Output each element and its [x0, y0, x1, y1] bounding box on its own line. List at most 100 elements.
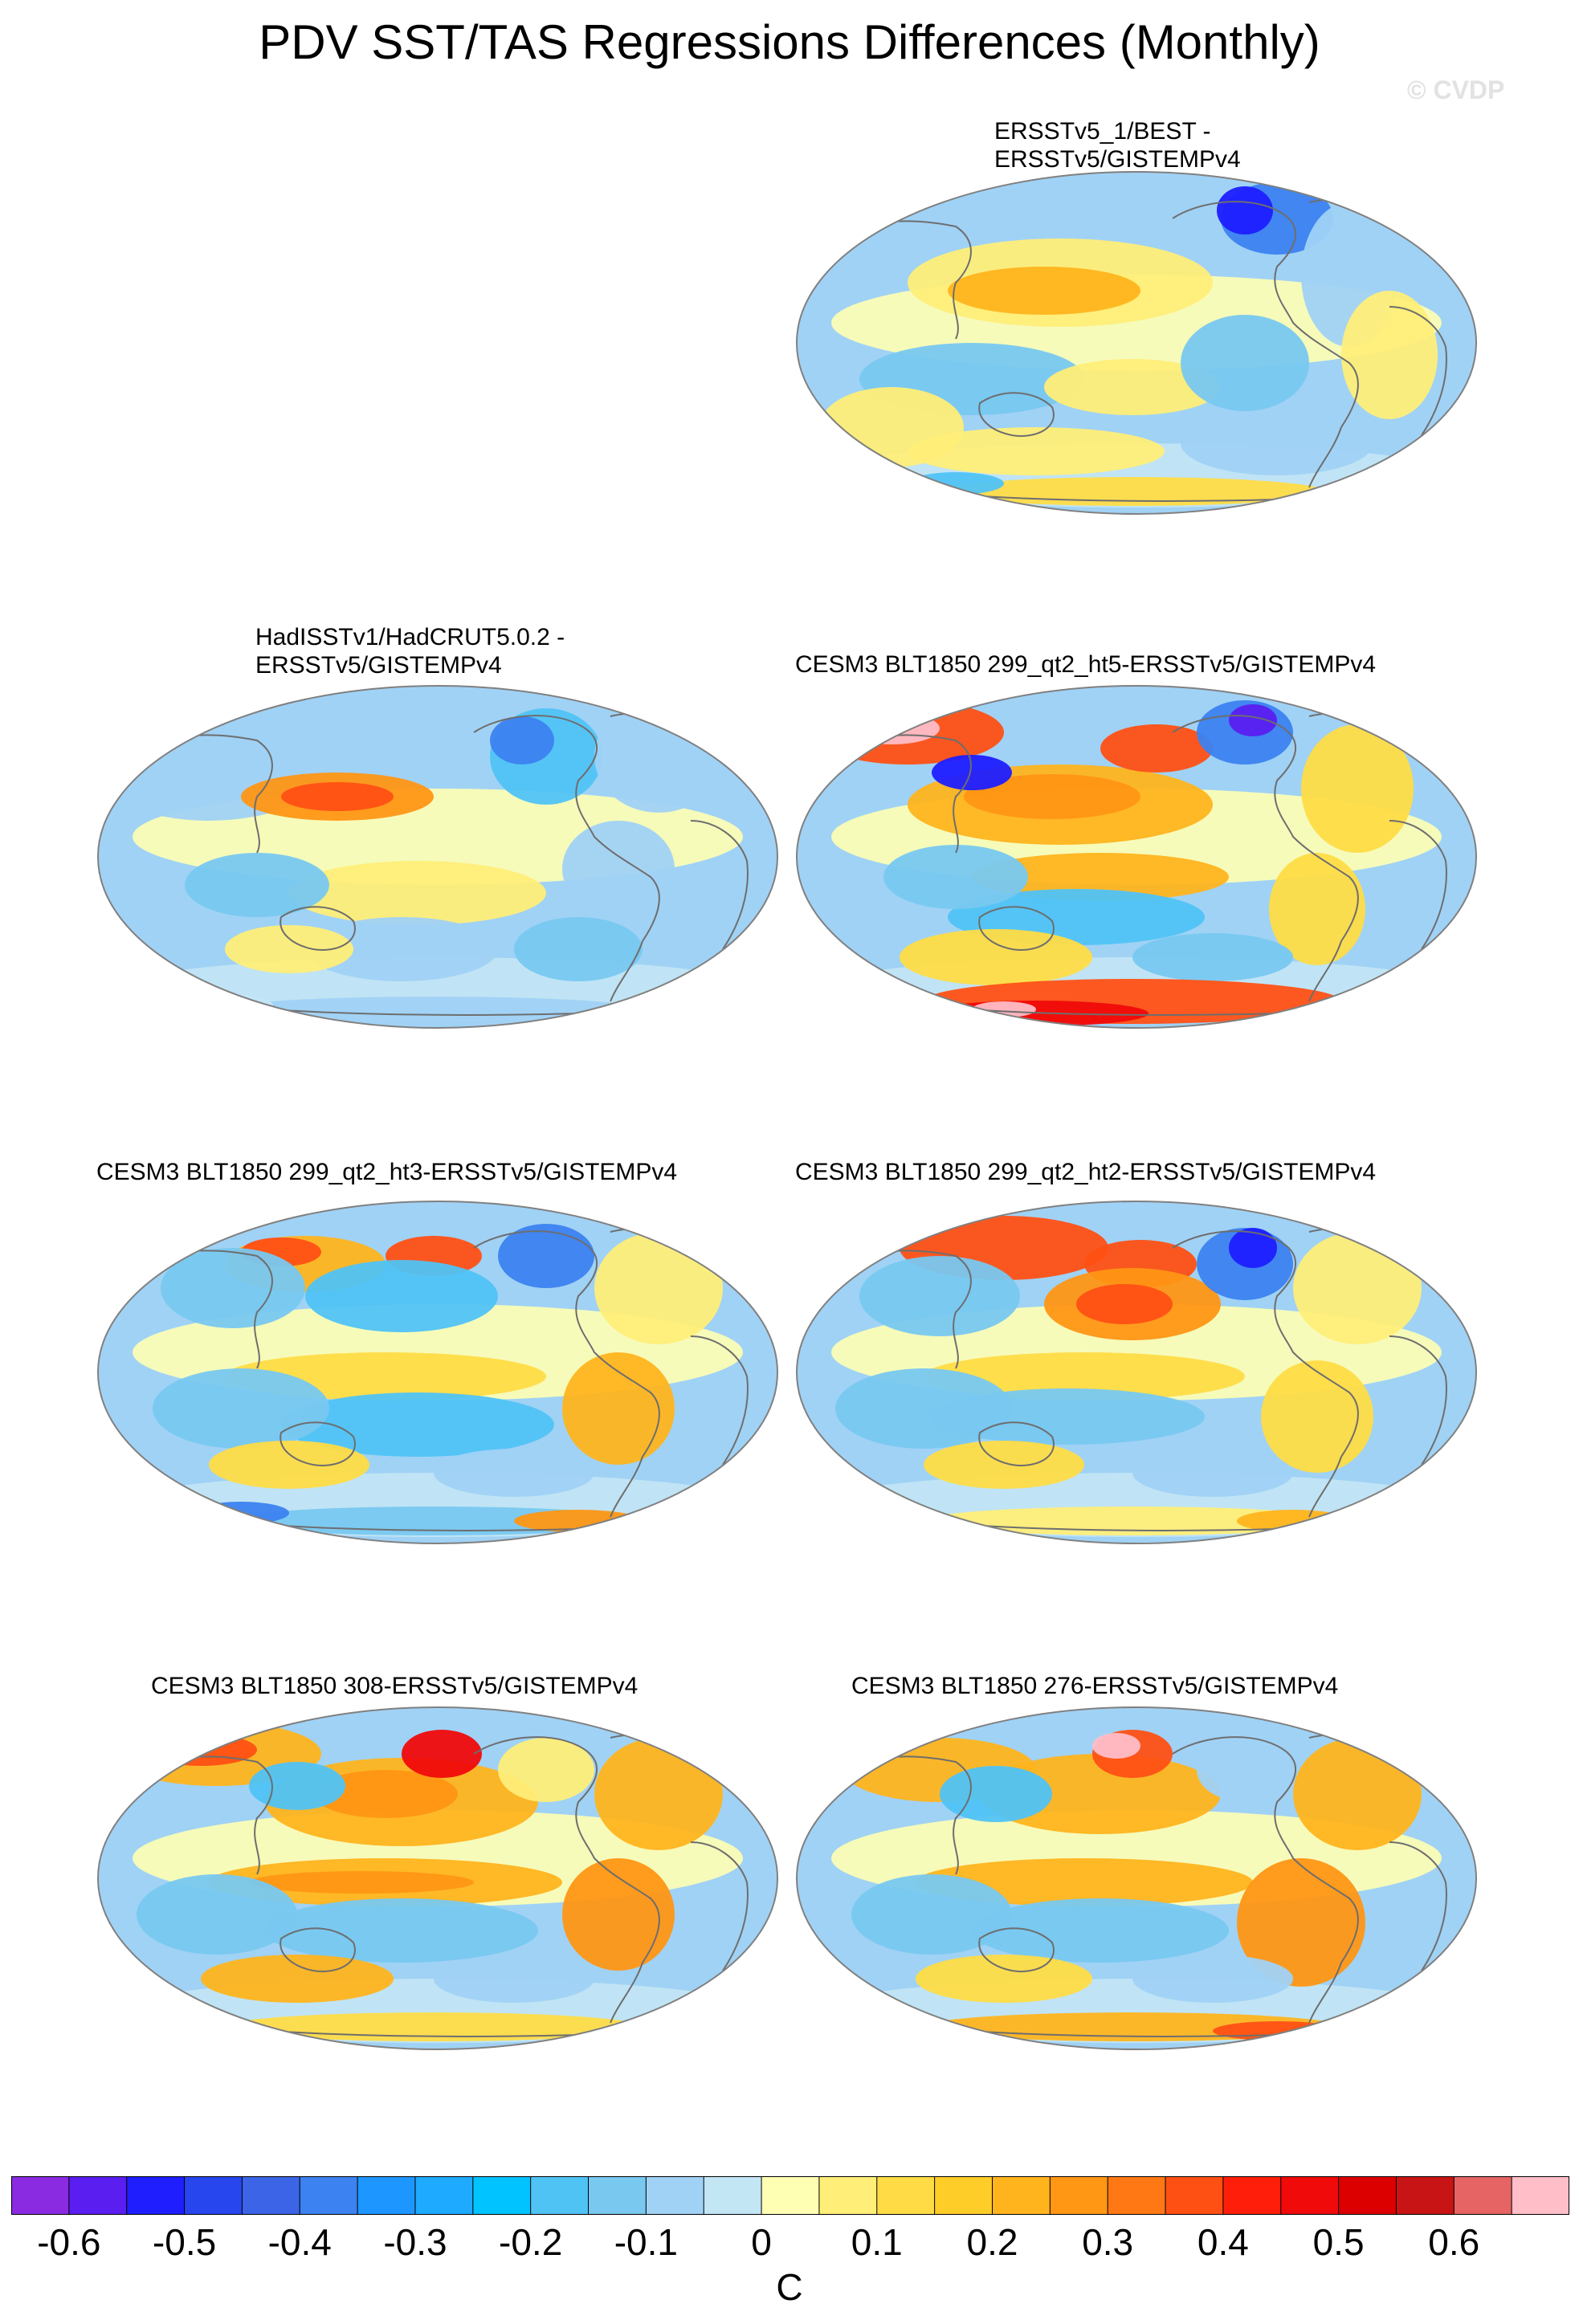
colorbar-swatch [126, 2176, 186, 2215]
anomaly-region [916, 1955, 1092, 2003]
anomaly-region [1237, 1858, 1365, 1987]
anomaly-region [843, 712, 940, 744]
anomaly-region [177, 994, 273, 1017]
colorbar-swatch [241, 2176, 301, 2215]
panel-label-obs2: HadISSTv1/HadCRUT5.0.2 - ERSSTv5/GISTEMP… [255, 624, 565, 679]
colorbar-swatch [1280, 2176, 1340, 2215]
map-border [796, 685, 1477, 1029]
anomaly-region [972, 1898, 1229, 1963]
anomaly-region [1301, 724, 1414, 853]
anomaly-region [434, 1955, 594, 2003]
anomaly-region [1261, 1360, 1373, 1473]
coastline [690, 1335, 749, 1466]
colorbar-tick-label: -0.2 [499, 2221, 563, 2263]
anomaly-region [193, 1502, 289, 1524]
anomaly-region [594, 1232, 723, 1344]
anomaly-region [281, 782, 394, 811]
colorbar-tick-label: -0.5 [152, 2221, 217, 2263]
map-border [97, 1706, 778, 2050]
colorbar-swatch [1165, 2176, 1224, 2215]
coastline [1172, 1736, 1359, 2024]
colorbar-swatch [991, 2176, 1051, 2215]
anomaly-region [940, 1766, 1052, 1822]
coastline [690, 820, 749, 950]
anomaly-region [980, 1754, 1221, 1834]
map-border [796, 1201, 1477, 1544]
anomaly-region [1132, 933, 1293, 981]
anomaly-region [972, 853, 1229, 901]
figure-title: PDV SST/TAS Regressions Differences (Mon… [259, 15, 1320, 69]
panel-label-m308: CESM3 BLT1850 308-ERSSTv5/GISTEMPv4 [151, 1673, 639, 1699]
colorbar-swatch [1107, 2176, 1167, 2215]
map-panel-m276 [796, 1706, 1477, 2050]
anomaly-region [562, 1858, 675, 1971]
anomaly-region [1293, 1738, 1422, 1850]
map-border [97, 685, 778, 1029]
map-panel-obs1 [796, 171, 1477, 515]
colorbar-swatch [472, 2176, 532, 2215]
colorbar-tick-label: 0.6 [1428, 2221, 1480, 2263]
anomaly-region [594, 1738, 723, 1850]
coastline [1389, 306, 1447, 436]
colorbar-swatch [588, 2176, 647, 2215]
map-panel-m308 [97, 1706, 778, 2050]
anomaly-region [1197, 1738, 1293, 1802]
colorbar-tick-label: -0.6 [37, 2221, 101, 2263]
coastline [978, 906, 1055, 951]
colorbar-swatch [530, 2176, 590, 2215]
map-border [97, 1201, 778, 1544]
coastline [1172, 201, 1359, 488]
panel-label-m276: CESM3 BLT1850 276-ERSSTv5/GISTEMPv4 [851, 1673, 1339, 1699]
anomaly-region [900, 929, 1092, 985]
panel-label-obs1: ERSSTv5_1/BEST - ERSSTv5/GISTEMPv4 [994, 118, 1241, 173]
coastline [473, 715, 660, 1002]
coastline [1172, 715, 1359, 1002]
colorbar-swatch [934, 2176, 994, 2215]
anomaly-region [185, 853, 329, 917]
panel-label-ht2: CESM3 BLT1850 299_qt2_ht2-ERSSTv5/GISTEM… [795, 1159, 1377, 1185]
anomaly-region [1181, 315, 1309, 411]
anomaly-region [1076, 1284, 1173, 1324]
anomaly-region [1229, 704, 1277, 736]
coastline [690, 1841, 749, 1971]
anomaly-region [490, 716, 554, 764]
panel-label-ht3: CESM3 BLT1850 299_qt2_ht3-ERSSTv5/GISTEM… [96, 1159, 678, 1185]
colorbar-swatch [357, 2176, 416, 2215]
anomaly-region [1044, 359, 1221, 415]
colorbar-tick-label: -0.1 [614, 2221, 678, 2263]
map-border [796, 1706, 1477, 2050]
colorbar-swatch [414, 2176, 474, 2215]
anomaly-region [594, 700, 723, 813]
anomaly-region [281, 1392, 554, 1457]
colorbar-swatch [876, 2176, 936, 2215]
colorbar-swatch [1453, 2176, 1513, 2215]
coastline [1172, 1230, 1359, 1518]
colorbar-tick-label: 0.1 [851, 2221, 903, 2263]
colorbar-tick-label: 0.4 [1197, 2221, 1249, 2263]
anomaly-region [562, 1352, 675, 1465]
coastline [1389, 1841, 1447, 1971]
anomaly-region [434, 1449, 594, 1497]
anomaly-region [1293, 1232, 1422, 1344]
anomaly-region [289, 861, 546, 925]
anomaly-region [153, 1368, 329, 1449]
anomaly-region [514, 917, 643, 981]
colorbar-swatch [1338, 2176, 1397, 2215]
colorbar-tick-label: 0.2 [966, 2221, 1018, 2263]
anomaly-region [1092, 1733, 1140, 1759]
anomaly-region [498, 1738, 594, 1802]
colorbar-swatch [68, 2176, 128, 2215]
anomaly-region [249, 1871, 474, 1894]
colorbar-swatch [299, 2176, 359, 2215]
colorbar-swatch [1395, 2176, 1455, 2215]
anomaly-region [1229, 1228, 1277, 1268]
colorbar [11, 2176, 1569, 2215]
coastline [279, 1927, 356, 1972]
anomaly-region [265, 1898, 538, 1963]
anomaly-region [859, 1256, 1020, 1336]
anomaly-region [225, 997, 643, 1022]
colorbar-tick-label: -0.3 [383, 2221, 447, 2263]
colorbar-outline [11, 2176, 1569, 2215]
coastline [1389, 820, 1447, 950]
anomaly-region [201, 1955, 394, 2003]
